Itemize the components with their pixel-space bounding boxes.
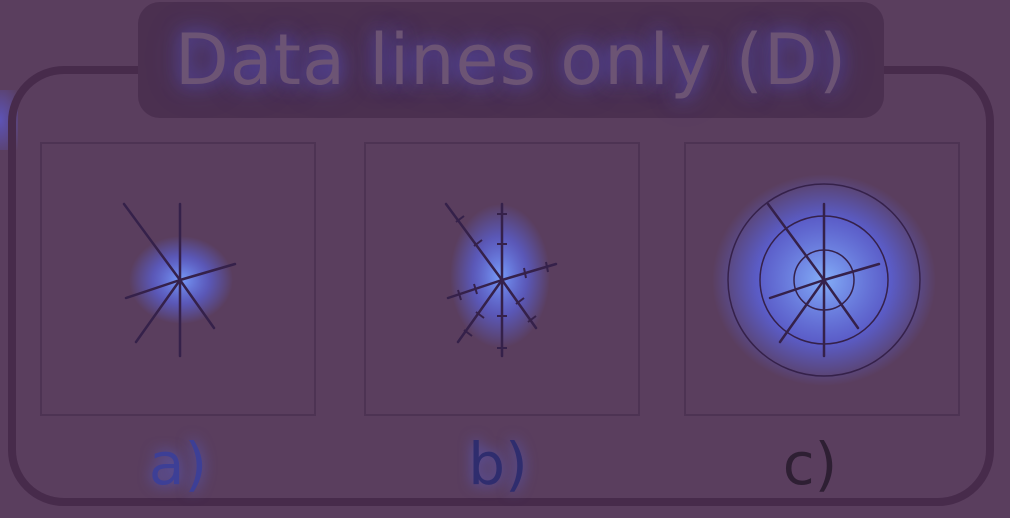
ray-bundle [766,202,881,358]
ray [822,278,860,330]
caption-b: b) [468,430,528,498]
ray [178,278,216,330]
ray [124,278,182,300]
panel-a [40,142,316,416]
tick [473,239,483,247]
ray [778,278,826,344]
ray [768,278,826,300]
caption-c: c) [782,430,838,498]
figure-title: Data lines only (D) [174,19,848,101]
tick [473,283,478,295]
tick [523,267,527,279]
tick [527,315,537,323]
tick [457,289,462,301]
ray [134,278,182,344]
caption-a: a) [148,430,208,498]
ray [766,202,826,282]
ray-bundle [122,202,237,358]
ray [444,202,504,282]
ray [178,262,237,282]
tick [515,297,525,305]
panel-a-drawing [122,202,237,358]
panel-c-drawing [712,174,936,386]
panel-c [684,142,960,416]
panel-b-drawing [444,202,558,358]
tick [545,261,549,273]
ring-outer [727,183,921,377]
tick [463,329,473,337]
ray [822,262,881,282]
panel-b [364,142,640,416]
ray [122,202,182,282]
tick [475,311,485,319]
tick [455,215,465,223]
tick-marks [455,213,549,349]
title-plate: Data lines only (D) [138,2,884,118]
